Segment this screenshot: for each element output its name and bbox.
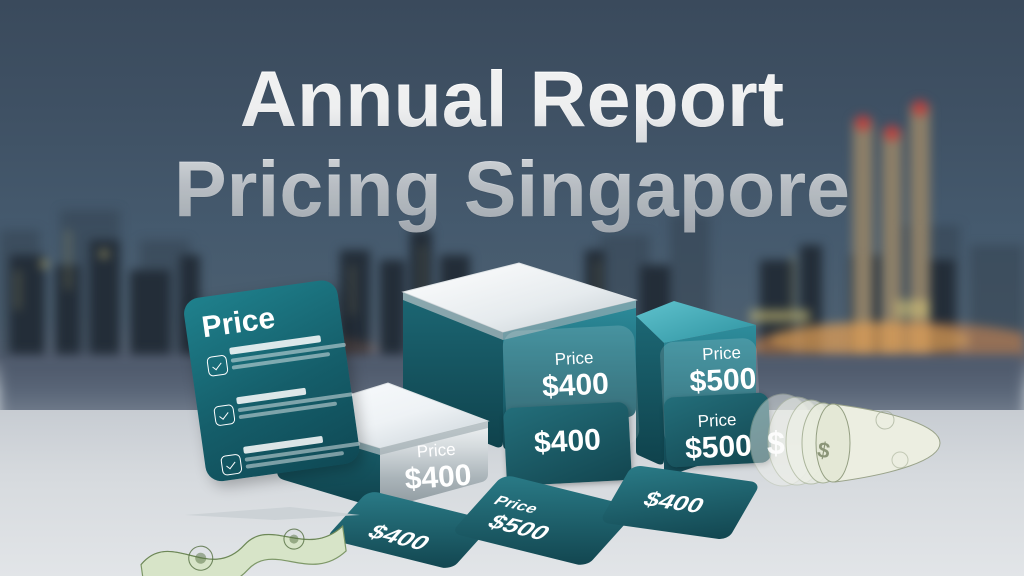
svg-text:$: $ — [767, 425, 785, 461]
